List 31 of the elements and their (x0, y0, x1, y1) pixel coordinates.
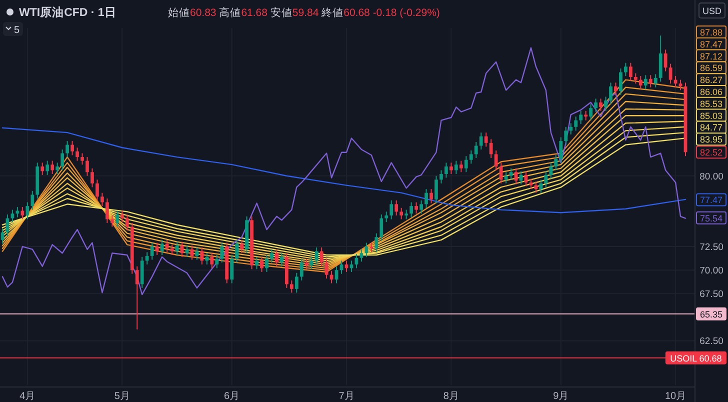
text: 84.77 (700, 122, 723, 133)
text: 87.47 (700, 39, 723, 50)
annotation: 5 (14, 25, 20, 36)
y-axis-title: USD (702, 6, 722, 16)
x-tick-label: 4月 (20, 391, 36, 402)
y-tick-label: 62.50 (700, 336, 724, 348)
annotation: 77.47 (700, 195, 723, 206)
x-tick-label: 7月 (338, 391, 354, 402)
x-tick-label: 10月 (664, 391, 686, 402)
text: 86.27 (700, 75, 723, 86)
text: 85.53 (700, 98, 723, 109)
x-tick-label: 8月 (443, 391, 459, 402)
x-tick-label: 9月 (553, 391, 569, 402)
text: 86.59 (700, 63, 723, 74)
text: 87.88 (700, 28, 723, 38)
annotation: 82.52 (700, 148, 723, 158)
text: 87.12 (700, 51, 723, 62)
ref-line-label: USOIL 60.68 (670, 353, 722, 364)
chart-title: WTI原油CFD · 1日 (19, 5, 116, 19)
annotation: 75.54 (700, 213, 723, 224)
text: 始値60.83 高値61.68 安値59.84 終値60.68 -0.18 (-0.29%) (168, 7, 440, 19)
text: 83.95 (700, 134, 723, 145)
text: 85.03 (700, 110, 723, 121)
ref-line-label: 65.35 (700, 309, 723, 320)
y-tick-label: 70.00 (700, 266, 724, 277)
y-tick-label: 72.50 (700, 242, 724, 254)
text: 86.06 (700, 87, 723, 97)
x-tick-label: 6月 (224, 391, 240, 402)
x-tick-label: 5月 (114, 391, 130, 402)
y-tick-label: 80.00 (700, 171, 724, 182)
y-tick-label: 67.50 (700, 289, 724, 300)
